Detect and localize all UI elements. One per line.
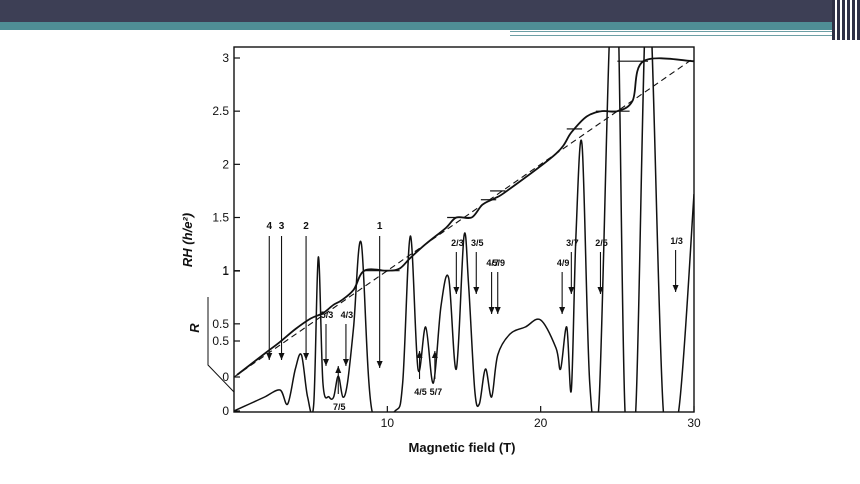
- x-tick-label: 20: [534, 416, 548, 430]
- annotation-7-5: 7/5: [333, 366, 346, 412]
- annotation-4-7: 4/7: [486, 258, 499, 314]
- annotation-label: 5/3: [321, 310, 334, 320]
- annotation-arrow-head: [597, 287, 604, 294]
- annotation-arrow-head: [672, 285, 679, 292]
- annotation-label: 2/3: [451, 238, 464, 248]
- annotation-label: 1: [377, 221, 383, 232]
- hall-y-axis-label: RH (h/e²): [180, 213, 195, 267]
- annotation-arrow-head: [568, 287, 575, 294]
- header-corner-stripes: [832, 0, 860, 40]
- hall-y-tick-label: 2: [222, 157, 229, 171]
- hall-y-tick-label: 2.5: [212, 104, 229, 118]
- hall-y-tick-label: 0: [222, 370, 229, 384]
- hall-y-tick-label: 0.5: [212, 317, 229, 331]
- annotation-3-5: 3/5: [471, 238, 484, 294]
- annotation-4: 4: [266, 221, 272, 360]
- hall-resistance-curve: [236, 57, 694, 376]
- annotation-4-5: 4/5: [414, 351, 427, 397]
- long-y-axis-label: R: [187, 323, 202, 333]
- annotation-label: 4/9: [557, 258, 570, 268]
- slide-header-bar: [0, 0, 860, 22]
- header-decorative-lines: [510, 31, 832, 41]
- long-axis-bracket: [207, 297, 235, 393]
- annotation-2: 2: [303, 221, 309, 360]
- annotation-4-9: 4/9: [557, 258, 570, 314]
- annotation-label: 4: [266, 221, 272, 232]
- annotation-arrow-head: [335, 366, 342, 373]
- annotation-label: 5/9: [492, 258, 505, 268]
- annotation-label: 1/3: [670, 236, 683, 246]
- hall-y-axis-label-text: RH (h/e²): [180, 213, 195, 267]
- annotation-3: 3: [278, 221, 285, 360]
- annotation-2-3: 2/3: [451, 238, 464, 294]
- long-y-tick-label: 1: [222, 264, 229, 278]
- annotation-label: 5/7: [430, 387, 443, 397]
- annotation-arrow-head: [323, 359, 329, 366]
- hall-y-tick-label: 1: [222, 264, 229, 278]
- annotation-label: 4/5: [414, 387, 427, 397]
- annotation-2-5: 2/5: [595, 238, 608, 294]
- x-axis-label: Magnetic field (T): [409, 440, 516, 455]
- annotation-5-7: 5/7: [430, 351, 443, 397]
- annotation-label: 2/5: [595, 238, 608, 248]
- plot-frame: [233, 46, 695, 413]
- x-tick-label: 30: [687, 416, 701, 430]
- annotation-arrow-head: [342, 359, 349, 366]
- annotation-arrow-head: [559, 307, 566, 314]
- x-tick-label: 10: [381, 416, 395, 430]
- annotation-arrow-head: [376, 361, 383, 368]
- annotation-1: 1: [376, 221, 383, 368]
- hall-y-tick-label: 1.5: [212, 211, 229, 225]
- annotation-arrow-head: [473, 287, 480, 294]
- long-y-tick-label: 0: [222, 404, 229, 418]
- annotation-5-9: 5/9: [492, 258, 505, 314]
- annotation-arrow-head: [488, 307, 495, 314]
- annotation-arrow-head: [303, 353, 310, 360]
- annotation-3-7: 3/7: [566, 238, 579, 294]
- annotation-label: 3/5: [471, 238, 484, 248]
- annotation-arrow-head: [431, 351, 438, 358]
- annotation-label: 4/7: [486, 258, 499, 268]
- annotation-arrow-head: [453, 287, 460, 294]
- annotation-5-3: 5/3: [321, 310, 334, 366]
- annotation-1-3: 1/3: [670, 236, 683, 292]
- annotation-arrow-head: [266, 353, 273, 360]
- longitudinal-resistance-curve: [234, 47, 694, 412]
- annotation-arrow-head: [416, 351, 423, 358]
- annotation-label: 3/7: [566, 238, 579, 248]
- annotation-label: 2: [303, 221, 309, 232]
- annotation-4-3: 4/3: [341, 310, 354, 366]
- annotation-arrow-head: [494, 307, 501, 314]
- annotation-label: 4/3: [341, 310, 354, 320]
- annotation-label: 7/5: [333, 402, 346, 412]
- slide-header-accent: [0, 22, 832, 30]
- classical-hall-line: [234, 57, 694, 378]
- annotation-arrow-head: [278, 353, 285, 360]
- hall-y-tick-label: 3: [222, 51, 229, 65]
- annotation-label: 3: [279, 221, 285, 232]
- long-y-tick-label: 0.5: [212, 334, 229, 348]
